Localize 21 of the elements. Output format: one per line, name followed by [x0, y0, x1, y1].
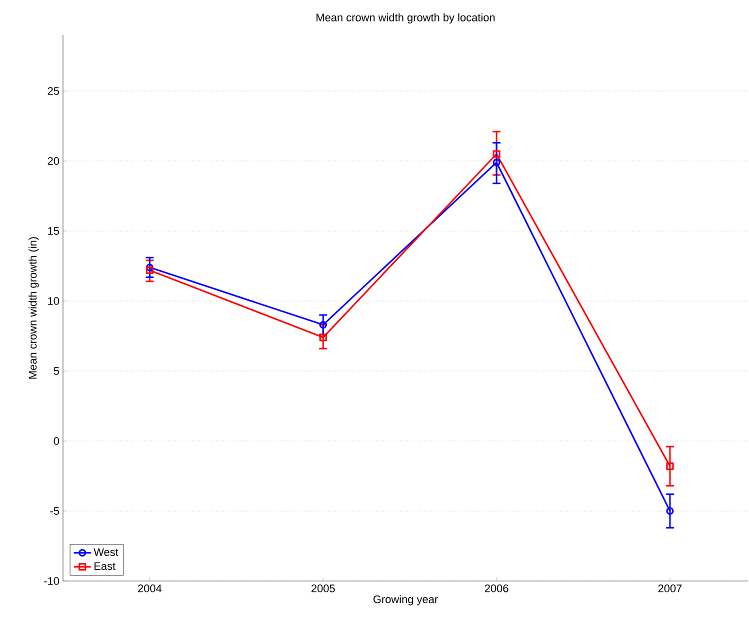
x-tick-label: 2005: [311, 584, 335, 592]
y-axis-title: Mean crown width growth (in): [28, 237, 39, 379]
point: [666, 462, 674, 470]
legend-label: East: [94, 562, 116, 570]
x-tick-label: 2004: [138, 584, 162, 592]
y-tick-label: 25: [48, 87, 60, 95]
point: [492, 150, 500, 158]
x-tick-label: 2006: [484, 584, 508, 592]
point: [146, 266, 154, 274]
y-tick-label: 0: [54, 437, 60, 445]
y-tick-label: 15: [48, 227, 60, 235]
x-tick-label: 2007: [658, 584, 682, 592]
y-tick-label: 20: [48, 157, 60, 165]
y-tick-label: -10: [44, 577, 60, 585]
legend-label: West: [94, 548, 118, 556]
x-axis-title: Growing year: [373, 595, 438, 606]
y-tick-label: 5: [54, 367, 60, 375]
y-tick-label: -5: [50, 507, 60, 515]
point: [319, 334, 327, 342]
chart-title: Mean crown width growth by location: [316, 13, 495, 24]
y-tick-label: 10: [48, 297, 60, 305]
